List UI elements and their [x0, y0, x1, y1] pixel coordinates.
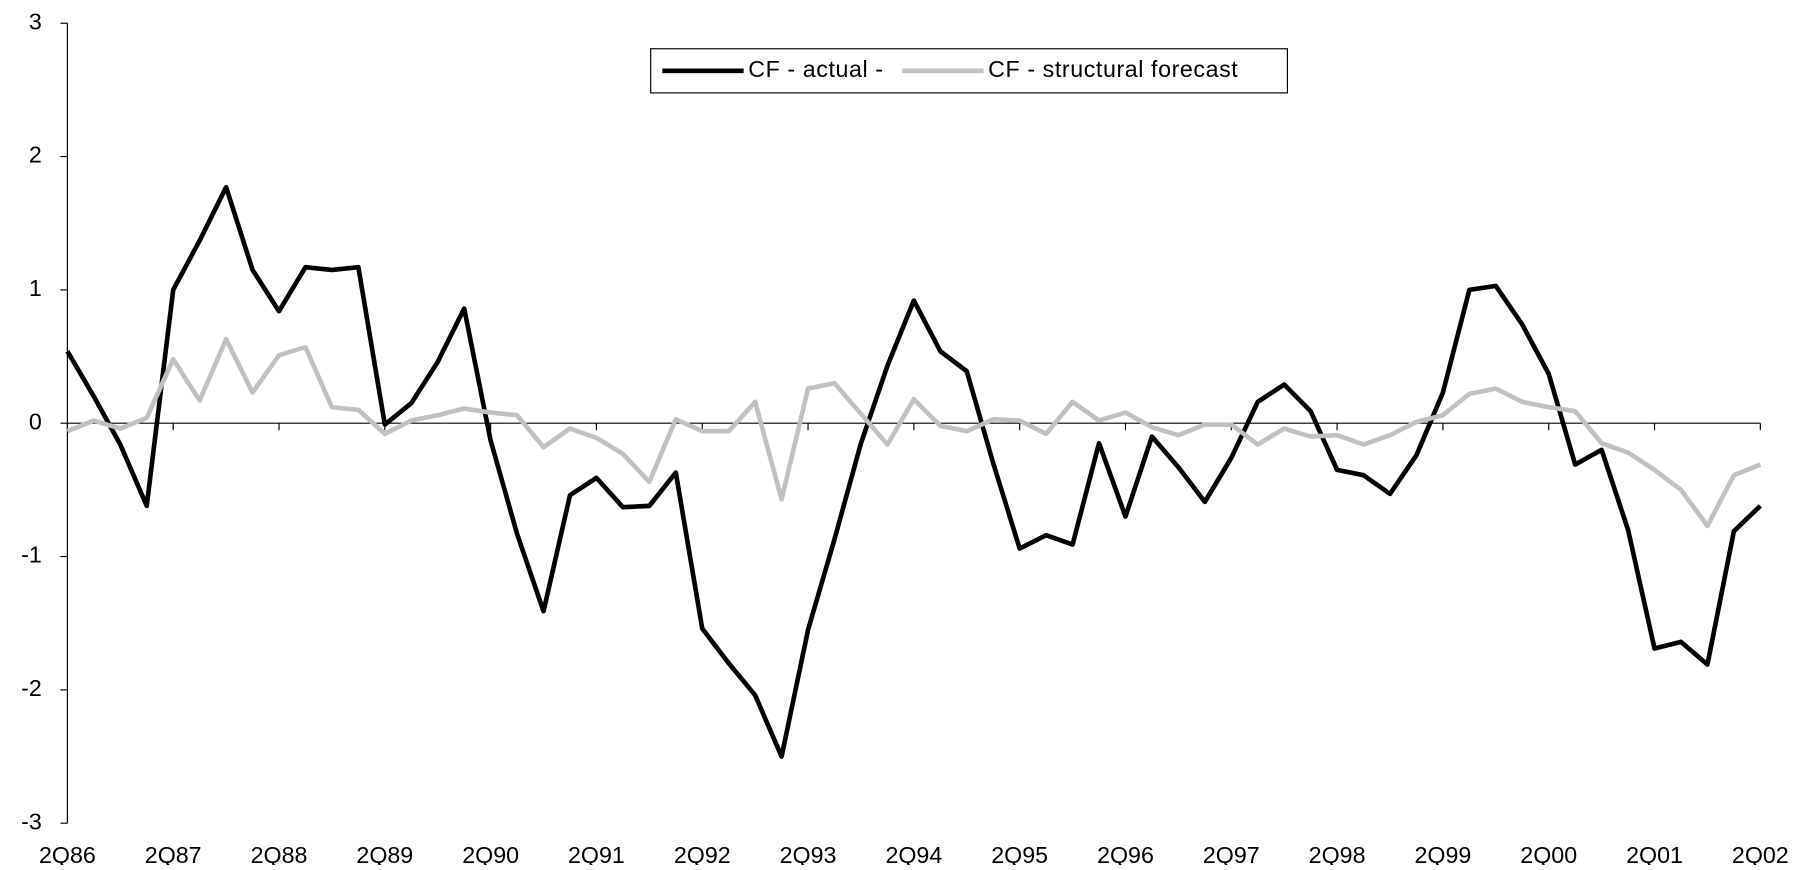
x-tick-label: 2Q90: [462, 842, 519, 865]
y-tick-label: 1: [29, 275, 42, 301]
y-tick-label: -2: [21, 675, 42, 701]
x-tick-label: 2Q88: [251, 842, 308, 865]
y-tick-label: -3: [21, 808, 42, 834]
x-tick-label: 2Q00: [1520, 842, 1577, 865]
series-line: [65, 184, 1762, 759]
x-tick-label: 2Q92: [674, 842, 731, 865]
x-tick-label: 2Q02: [1732, 842, 1789, 865]
y-tick-label: 2: [29, 142, 42, 168]
legend-label: CF - actual -: [748, 56, 883, 82]
series-line: [66, 336, 1762, 529]
x-tick-label: 2Q96: [1097, 842, 1154, 865]
x-tick-label: 2Q89: [356, 842, 413, 865]
x-tick-label: 2Q98: [1309, 842, 1366, 865]
x-tick-label: 2Q95: [991, 842, 1048, 865]
x-tick-label: 2Q97: [1203, 842, 1260, 865]
y-tick-label: -1: [21, 542, 42, 568]
y-tick-label: 0: [29, 408, 42, 434]
x-tick-label: 2Q99: [1414, 842, 1471, 865]
x-tick-label: 2Q86: [39, 842, 96, 865]
y-tick-label: 3: [29, 8, 42, 34]
x-tick-label: 2Q94: [885, 842, 942, 865]
x-tick-label: 2Q87: [145, 842, 202, 865]
x-tick-label: 2Q91: [568, 842, 625, 865]
legend-label: CF - structural forecast: [988, 56, 1238, 82]
x-tick-label: 2Q93: [780, 842, 837, 865]
x-tick-label: 2Q01: [1626, 842, 1683, 865]
